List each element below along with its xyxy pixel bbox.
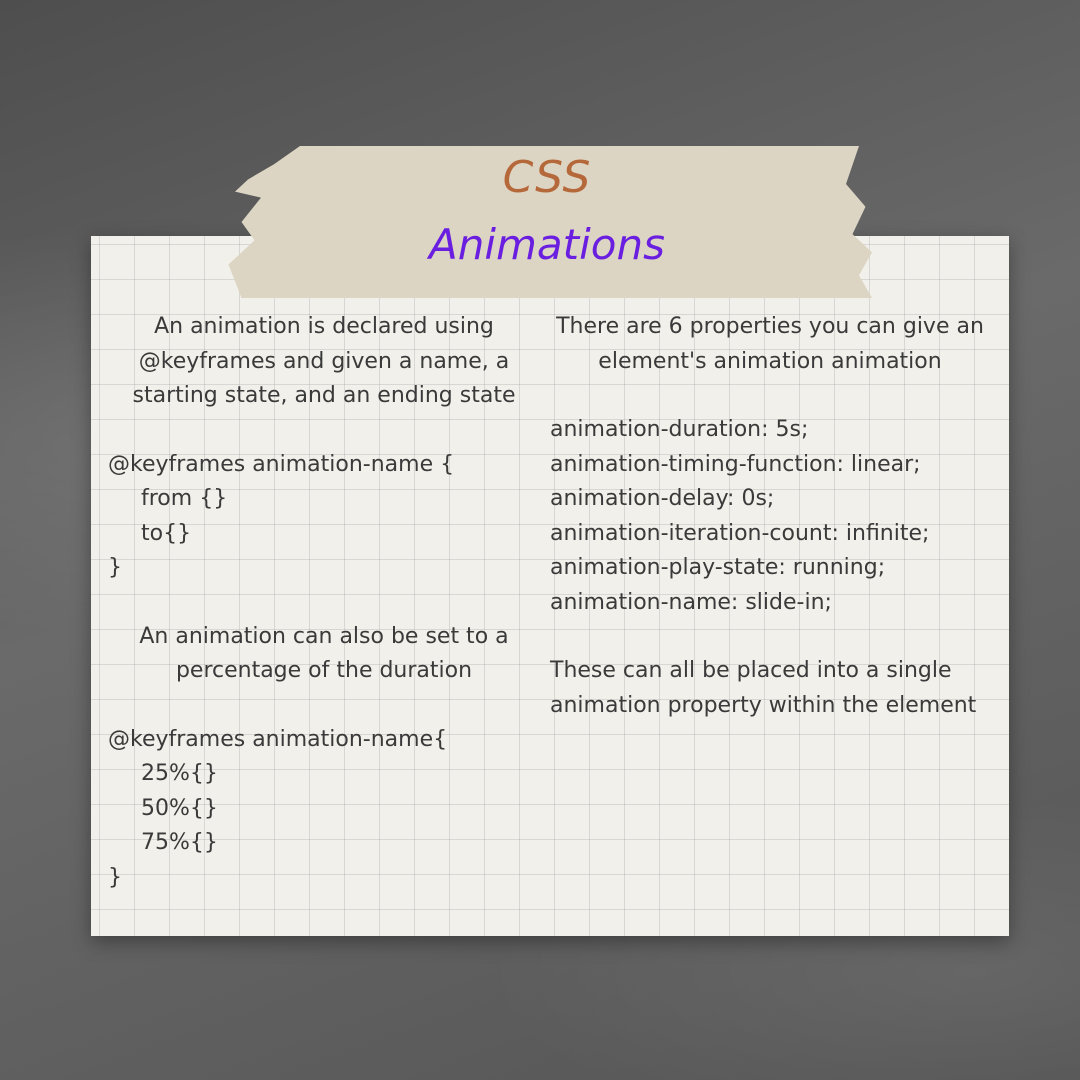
code-line: } xyxy=(108,864,122,890)
property-item: animation-name: slide-in; xyxy=(550,589,832,615)
code-line: @keyframes animation-name { xyxy=(108,451,455,477)
code-line: @keyframes animation-name{ xyxy=(108,726,448,752)
left-intro-text: An animation is declared using @keyframe… xyxy=(132,314,516,408)
tape-strip xyxy=(228,146,872,298)
property-item: animation-iteration-count: infinite; xyxy=(550,520,930,546)
keyframes-code-block-1: @keyframes animation-name { from {} to{}… xyxy=(108,448,540,586)
right-column: There are 6 properties you can give an e… xyxy=(550,310,990,723)
code-line: } xyxy=(108,555,122,580)
left-column: An animation is declared using @keyframe… xyxy=(108,310,540,895)
properties-list: animation-duration: 5s; animation-timing… xyxy=(550,413,990,620)
code-line: to{} xyxy=(141,520,192,546)
grid-paper xyxy=(91,236,1009,936)
code-line: 75%{} xyxy=(141,830,218,855)
property-item: animation-delay: 0s; xyxy=(550,486,775,511)
right-intro-text: There are 6 properties you can give an e… xyxy=(556,314,984,374)
keyframes-code-block-2: @keyframes animation-name{ 25%{} 50%{} 7… xyxy=(108,723,540,896)
code-line: 25%{} xyxy=(141,761,218,786)
left-percentage-text: An animation can also be set to a percen… xyxy=(139,623,509,684)
property-item: animation-play-state: running; xyxy=(550,555,886,580)
code-line: from {} xyxy=(141,486,228,511)
property-item: animation-timing-function: linear; xyxy=(550,451,921,477)
property-item: animation-duration: 5s; xyxy=(550,417,809,442)
code-line: 50%{} xyxy=(141,795,218,821)
page-title: CSS xyxy=(502,152,592,203)
right-outro-text: These can all be placed into a single an… xyxy=(550,658,977,718)
page-subtitle: Animations xyxy=(428,220,665,269)
